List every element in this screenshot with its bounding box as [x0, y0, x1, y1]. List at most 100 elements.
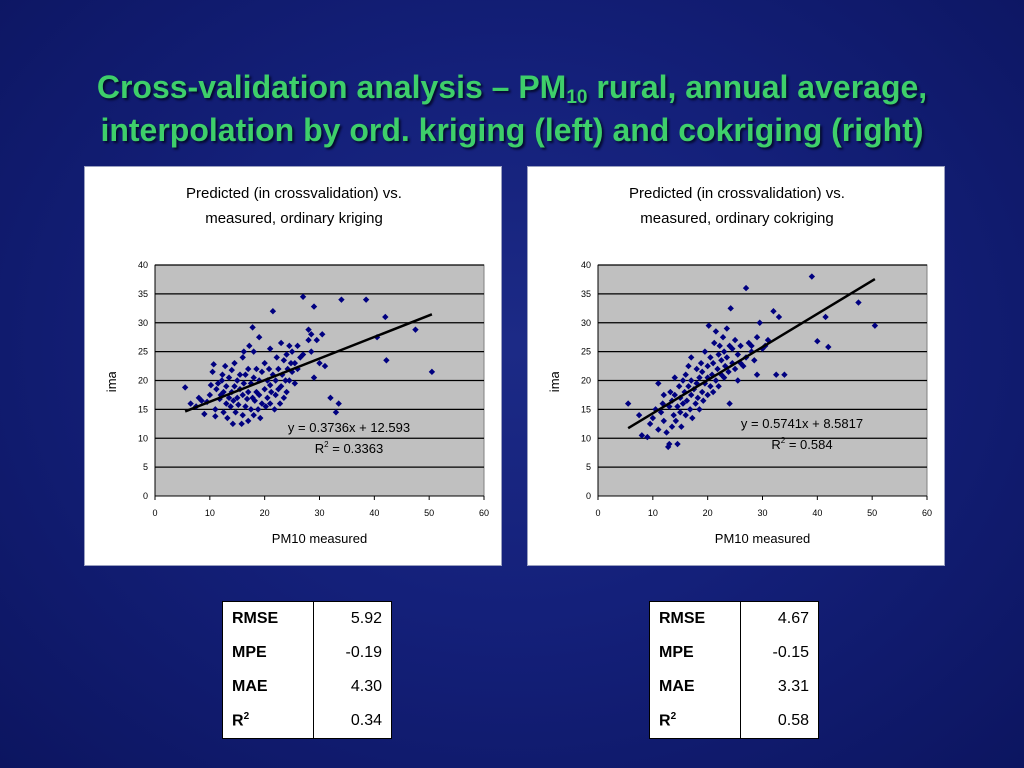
y-tick-label: 20: [581, 376, 591, 386]
stats-label: R2: [649, 703, 741, 739]
y-tick-label: 30: [581, 318, 591, 328]
data-point: [250, 411, 257, 419]
data-point: [697, 359, 705, 367]
data-point: [688, 377, 695, 384]
x-tick-label: 30: [757, 508, 767, 518]
data-point: [206, 391, 214, 399]
data-point: [667, 388, 674, 396]
chart-title-line1: Predicted (in crossvalidation) vs.: [186, 185, 402, 202]
data-point: [283, 351, 290, 358]
stats-label: R2: [222, 703, 314, 739]
data-point: [250, 348, 257, 355]
data-point: [666, 440, 673, 448]
data-point: [666, 403, 673, 410]
stats-value: 0.34: [350, 711, 382, 729]
data-point: [686, 406, 694, 413]
x-tick-label: 40: [369, 508, 379, 518]
data-point: [382, 313, 389, 321]
r-squared-sup: 2: [324, 440, 329, 449]
data-point: [282, 377, 289, 384]
stats-label: MAE: [222, 669, 314, 704]
y-tick-label: 5: [143, 462, 148, 472]
x-tick-label: 20: [703, 508, 713, 518]
data-point: [220, 409, 227, 416]
y-tick-label: 30: [138, 318, 148, 328]
stats-value: -0.19: [345, 643, 382, 661]
title-line2: interpolation by ord. kriging (left) and…: [100, 112, 924, 148]
data-point: [269, 308, 277, 315]
data-point: [243, 395, 251, 403]
trendline-equation: y = 0.3736x + 12.593: [288, 420, 410, 435]
x-tick-label: 40: [812, 508, 822, 518]
data-point: [688, 391, 695, 399]
data-point: [671, 391, 678, 399]
x-tick-label: 50: [424, 508, 434, 518]
data-point: [187, 400, 194, 407]
data-point: [727, 305, 734, 312]
data-point: [712, 377, 720, 384]
r-squared-label: R2 = 0.584: [771, 436, 832, 452]
data-point: [696, 406, 703, 413]
data-point: [265, 365, 273, 373]
data-point: [231, 383, 238, 390]
title-line1-pre: Cross-validation analysis – PM: [96, 69, 567, 105]
data-point: [253, 365, 260, 373]
y-tick-label: 10: [581, 433, 591, 443]
data-point: [335, 400, 342, 407]
stats-row-r2: R2 0.58: [649, 703, 819, 739]
data-point: [709, 359, 717, 367]
r-squared-sup: 2: [781, 436, 786, 445]
data-point: [383, 357, 390, 364]
data-point: [286, 377, 293, 384]
data-point: [321, 362, 329, 370]
data-point: [250, 374, 257, 381]
x-tick-label: 60: [479, 508, 489, 518]
x-tick-label: 20: [260, 508, 270, 518]
data-point: [210, 361, 217, 368]
r-squared-prefix: R: [771, 437, 780, 452]
data-point: [225, 394, 233, 402]
x-tick-label: 0: [595, 508, 600, 518]
r-squared-value: = 0.3363: [329, 441, 384, 456]
r-squared-value: = 0.584: [785, 437, 832, 452]
x-tick-label: 60: [922, 508, 932, 518]
data-point: [247, 406, 255, 413]
data-point: [646, 420, 654, 428]
stats-value: 4.67: [777, 610, 809, 627]
title-line1-post: rural, annual average,: [587, 69, 928, 105]
data-point: [313, 336, 320, 344]
stats-label: MPE: [222, 636, 314, 670]
data-point: [707, 383, 714, 390]
data-point: [238, 420, 245, 428]
data-point: [280, 394, 288, 402]
data-point: [255, 391, 263, 399]
data-point: [220, 388, 227, 396]
data-point: [230, 397, 237, 404]
data-point: [198, 397, 205, 404]
data-point: [240, 380, 248, 387]
data-point: [266, 345, 274, 352]
stats-row-mpe: MPE -0.19: [222, 636, 392, 670]
data-point: [280, 357, 288, 364]
x-axis-label: PM10 measured: [715, 531, 810, 546]
data-point: [266, 381, 274, 389]
data-point: [428, 368, 436, 376]
cokriging-chart-panel: Predicted (in crossvalidation) vs. measur…: [527, 166, 945, 566]
data-point: [288, 348, 296, 355]
x-tick-label: 0: [152, 508, 157, 518]
y-tick-label: 15: [581, 404, 591, 414]
y-tick-label: 25: [581, 347, 591, 357]
data-point: [748, 342, 755, 350]
data-point: [299, 351, 307, 358]
stats-row-mae: MAE 4.30: [222, 669, 392, 704]
data-point: [283, 388, 290, 396]
data-point: [224, 414, 231, 422]
data-point: [871, 322, 879, 329]
chart-title-line2: measured, ordinary kriging: [205, 210, 383, 227]
r-squared-prefix: R: [315, 441, 324, 456]
data-point: [240, 348, 248, 355]
data-point: [688, 354, 695, 361]
data-point: [231, 359, 238, 367]
stats-label-text: R: [659, 712, 671, 730]
data-point: [327, 394, 334, 402]
